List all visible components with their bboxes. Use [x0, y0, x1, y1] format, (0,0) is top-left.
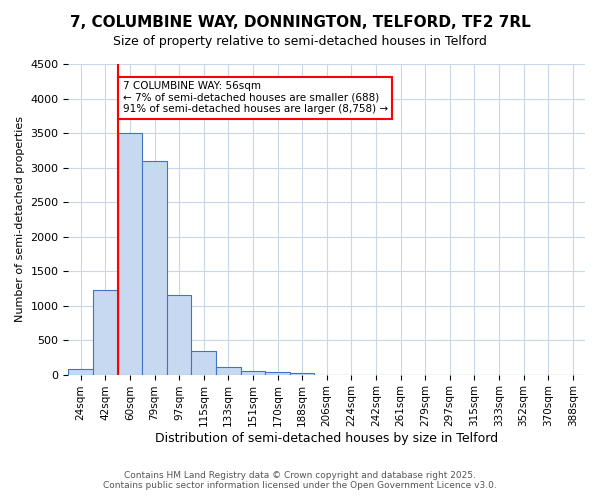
Bar — [93, 290, 118, 374]
Bar — [191, 351, 216, 374]
Bar — [167, 295, 191, 374]
Bar — [265, 372, 290, 374]
Text: Size of property relative to semi-detached houses in Telford: Size of property relative to semi-detach… — [113, 35, 487, 48]
Bar — [118, 133, 142, 374]
X-axis label: Distribution of semi-detached houses by size in Telford: Distribution of semi-detached houses by … — [155, 432, 498, 445]
Bar — [216, 368, 241, 374]
Y-axis label: Number of semi-detached properties: Number of semi-detached properties — [15, 116, 25, 322]
Text: 7, COLUMBINE WAY, DONNINGTON, TELFORD, TF2 7RL: 7, COLUMBINE WAY, DONNINGTON, TELFORD, T… — [70, 15, 530, 30]
Bar — [241, 371, 265, 374]
Bar — [142, 160, 167, 374]
Bar — [68, 370, 93, 374]
Text: Contains HM Land Registry data © Crown copyright and database right 2025.
Contai: Contains HM Land Registry data © Crown c… — [103, 470, 497, 490]
Text: 7 COLUMBINE WAY: 56sqm
← 7% of semi-detached houses are smaller (688)
91% of sem: 7 COLUMBINE WAY: 56sqm ← 7% of semi-deta… — [122, 82, 388, 114]
Bar — [290, 373, 314, 374]
